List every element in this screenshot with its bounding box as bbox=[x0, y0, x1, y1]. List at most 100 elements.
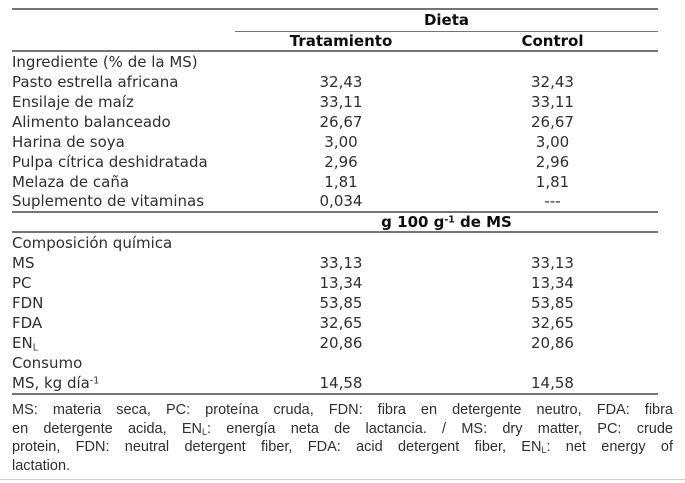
treatment-value: 53,85 bbox=[319, 293, 363, 312]
footnote: MS: materia seca, PC: proteína cruda, FD… bbox=[12, 401, 673, 475]
control-value: 33,13 bbox=[531, 253, 574, 272]
footnote-line: protein, FDN: neutral detergent fiber, F… bbox=[12, 438, 673, 457]
row-label: Ensilaje de maíz bbox=[12, 92, 235, 112]
superscript: -1 bbox=[89, 375, 100, 387]
unit-band-spacer bbox=[12, 210, 235, 233]
treatment-value: 20,86 bbox=[319, 333, 363, 352]
treatment-value: 3,00 bbox=[324, 132, 358, 151]
row-label: FDN bbox=[12, 293, 235, 313]
subscript: L bbox=[202, 426, 208, 437]
column-header-row: Tratamiento Control bbox=[12, 31, 658, 52]
treatment-value: 32,65 bbox=[319, 313, 363, 332]
text-segment: Alimento balanceado bbox=[12, 112, 171, 131]
diet-table: Dieta Tratamiento Control Ingrediente (%… bbox=[12, 8, 658, 395]
text-segment: PC bbox=[12, 273, 32, 292]
section-header-row: Composición química bbox=[12, 232, 658, 253]
table-row: Ensilaje de maíz 33,11 33,11 bbox=[12, 92, 658, 112]
control-value: 2,96 bbox=[535, 152, 570, 171]
control-value: 3,00 bbox=[535, 132, 570, 151]
treatment-value: 26,67 bbox=[319, 112, 363, 131]
table-row: Melaza de caña 1,81 1,81 bbox=[12, 172, 658, 192]
control-value: 32,43 bbox=[531, 72, 574, 91]
control-value: 26,67 bbox=[531, 112, 574, 131]
row-label: ENL bbox=[12, 333, 235, 353]
section-header: Ingrediente (% de la MS) bbox=[12, 52, 198, 71]
subscript: L bbox=[32, 341, 38, 353]
row-label: MS, kg día-1 bbox=[12, 373, 235, 395]
row-label: Alimento balanceado bbox=[12, 112, 235, 132]
control-value: 20,86 bbox=[531, 333, 574, 352]
treatment-value: 2,96 bbox=[324, 152, 358, 171]
treatment-value: 32,43 bbox=[319, 72, 363, 91]
diet-table-head: Dieta Tratamiento Control bbox=[12, 8, 658, 52]
treatment-value: 33,11 bbox=[319, 92, 363, 111]
row-label: MS bbox=[12, 253, 235, 273]
section-header: Consumo bbox=[12, 354, 83, 372]
text-segment: Ensilaje de maíz bbox=[12, 92, 134, 111]
unit-band-row: g 100 g-1 de MS bbox=[12, 210, 658, 233]
footnote-line: lactation. bbox=[12, 457, 673, 476]
treatment-value: 14,58 bbox=[235, 373, 447, 395]
control-value: 14,58 bbox=[447, 373, 658, 395]
table-row: Alimento balanceado 26,67 26,67 bbox=[12, 112, 658, 132]
treatment-value: 33,13 bbox=[319, 253, 363, 272]
table-row: MS, kg día-1 14,58 14,58 bbox=[12, 373, 658, 395]
table-row: PC 13,34 13,34 bbox=[12, 273, 658, 293]
text-segment: en detergente acida, EN bbox=[12, 420, 203, 437]
superscript: -1 bbox=[444, 213, 455, 225]
control-value: 53,85 bbox=[531, 293, 574, 312]
row-label: Melaza de caña bbox=[12, 172, 235, 192]
group-header-row: Dieta bbox=[12, 8, 658, 32]
row-label: PC bbox=[12, 273, 235, 293]
control-value: 32,65 bbox=[531, 313, 574, 332]
text-segment: MS bbox=[12, 253, 35, 272]
column-header-spacer bbox=[12, 31, 235, 52]
text-segment: Suplemento de vitaminas bbox=[12, 192, 205, 210]
table-row: Pulpa cítrica deshidratada 2,96 2,96 bbox=[12, 152, 658, 172]
control-value: 13,34 bbox=[531, 273, 574, 292]
footnote-line: en detergente acida, ENL: energía neta d… bbox=[12, 420, 673, 439]
table-row: ENL 20,86 20,86 bbox=[12, 333, 658, 353]
text-segment: FDA bbox=[12, 313, 43, 332]
control-value: 1,81 bbox=[535, 172, 570, 191]
table-row: Harina de soya 3,00 3,00 bbox=[12, 132, 658, 152]
text-segment: Harina de soya bbox=[12, 132, 125, 151]
row-label: Suplemento de vitaminas bbox=[12, 192, 235, 212]
bottom-rule bbox=[0, 479, 685, 480]
table-row: Pasto estrella africana 32,43 32,43 bbox=[12, 72, 658, 92]
row-label: FDA bbox=[12, 313, 235, 333]
text-segment: de MS bbox=[454, 212, 512, 231]
text-segment: lactation. bbox=[12, 457, 71, 474]
subscript: L bbox=[541, 445, 547, 456]
row-label: Pulpa cítrica deshidratada bbox=[12, 152, 235, 172]
text-segment: MS, kg día bbox=[12, 374, 90, 392]
control-value: --- bbox=[544, 192, 561, 210]
text-segment: protein, FDN: neutral detergent fiber, F… bbox=[12, 439, 542, 456]
text-segment: Pasto estrella africana bbox=[12, 72, 179, 91]
group-header-dieta: Dieta bbox=[235, 8, 658, 32]
footnote-line: MS: materia seca, PC: proteína cruda, FD… bbox=[12, 401, 673, 420]
text-segment: Pulpa cítrica deshidratada bbox=[12, 152, 208, 171]
col-header-control: Control bbox=[447, 31, 658, 52]
section-header: Composición química bbox=[12, 233, 173, 252]
section-header-row: Ingrediente (% de la MS) bbox=[12, 51, 658, 72]
table-row: Suplemento de vitaminas 0,034 --- bbox=[12, 192, 658, 212]
col-header-tratamiento: Tratamiento bbox=[235, 31, 447, 52]
text-segment: : net energy of bbox=[546, 439, 673, 456]
text-segment: g 100 g bbox=[381, 212, 445, 231]
control-value: 33,11 bbox=[531, 92, 574, 111]
treatment-value: 13,34 bbox=[319, 273, 363, 292]
row-label: Harina de soya bbox=[12, 132, 235, 152]
unit-band-label: g 100 g-1 de MS bbox=[235, 210, 658, 233]
treatment-value: 1,81 bbox=[324, 172, 358, 191]
treatment-value: 0,034 bbox=[319, 192, 363, 210]
text-segment: : energía neta de lactancia. / MS: dry m… bbox=[207, 420, 673, 437]
table-row: FDN 53,85 53,85 bbox=[12, 293, 658, 313]
section-header-row: Consumo bbox=[12, 353, 658, 374]
diet-table-body: Ingrediente (% de la MS) Pasto estrella a… bbox=[12, 51, 658, 395]
text-segment: FDN bbox=[12, 293, 44, 312]
text-segment: Melaza de caña bbox=[12, 172, 130, 191]
text-segment: MS: materia seca, PC: proteína cruda, FD… bbox=[12, 402, 673, 418]
row-label: Pasto estrella africana bbox=[12, 72, 235, 92]
